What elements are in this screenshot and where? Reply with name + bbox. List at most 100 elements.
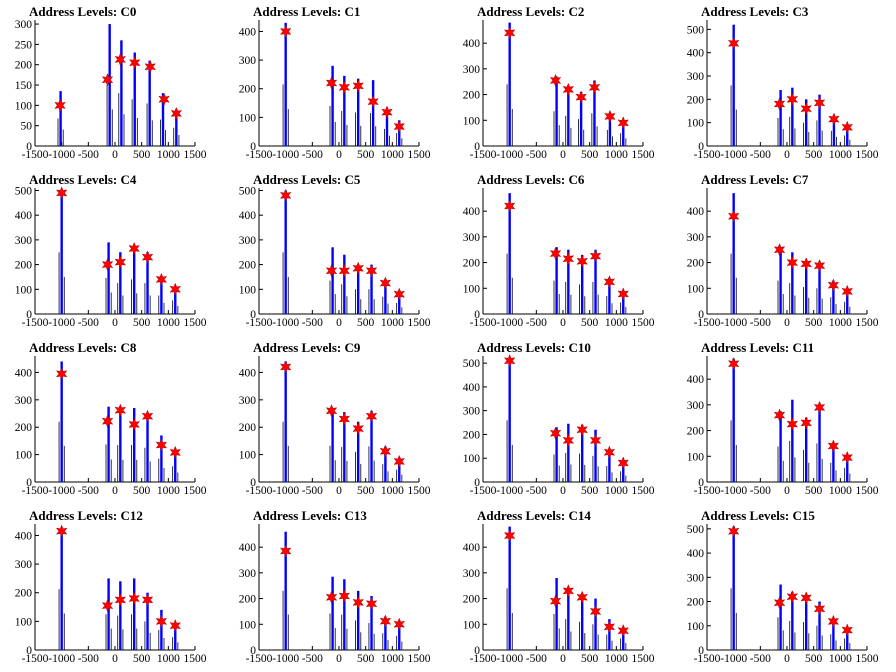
x-tick-label: -1000 <box>496 653 523 665</box>
chart-panel: Address Levels: C6 0 100 200 300 400 -1500 -100… <box>463 172 655 329</box>
peak-marker <box>773 408 786 422</box>
histogram-bar <box>133 244 136 314</box>
chart-title: Address Levels: C13 <box>253 508 367 523</box>
y-tick-label: 0 <box>26 645 32 657</box>
y-tick-label: 200 <box>239 594 257 606</box>
histogram-bar <box>818 262 821 314</box>
y-tick-label: 400 <box>463 206 481 218</box>
y-tick-label: 100 <box>239 450 257 462</box>
x-tick-label: -500 <box>750 653 771 665</box>
x-tick-label: -500 <box>78 653 99 665</box>
histogram-bar <box>370 596 373 650</box>
y-tick-label: 100 <box>15 284 33 296</box>
x-tick-label: 0 <box>112 653 118 665</box>
peak-marker <box>101 414 114 428</box>
y-tick-label: 300 <box>463 232 481 244</box>
peak-marker <box>727 36 740 51</box>
x-tick-label: 1500 <box>856 149 879 161</box>
histogram-bar <box>398 457 401 482</box>
peak-marker <box>155 614 168 629</box>
x-tick-label: 1500 <box>856 317 879 329</box>
x-tick-label: 0 <box>336 485 342 497</box>
chart-panel: Address Levels: C9 0 100 200 300 400 -1500 -100… <box>239 340 431 497</box>
histogram-bar <box>175 109 178 146</box>
histogram-bar <box>608 278 611 314</box>
y-tick-label: 50 <box>21 121 33 133</box>
peak-marker <box>379 444 392 459</box>
y-tick-label: 0 <box>698 645 704 657</box>
histogram-bar <box>357 590 360 650</box>
histogram-bar <box>284 361 287 482</box>
histogram-bar <box>779 411 782 482</box>
peak-marker <box>576 254 588 268</box>
x-tick-label: -1000 <box>48 149 75 161</box>
peak-marker <box>841 284 854 299</box>
histogram-bar <box>791 591 794 650</box>
y-tick-label: 400 <box>687 48 705 60</box>
x-tick-label: 500 <box>133 485 151 497</box>
peak-marker <box>562 82 575 97</box>
y-tick-label: 500 <box>15 185 33 197</box>
histogram-bar <box>60 528 63 650</box>
histogram-bar <box>567 588 570 650</box>
peak-marker <box>379 276 392 290</box>
peak-marker <box>813 96 826 110</box>
x-tick-label: -1000 <box>720 317 747 329</box>
x-tick-label: 0 <box>336 317 342 329</box>
y-tick-label: 100 <box>463 115 481 127</box>
histogram-bar <box>161 93 165 146</box>
histogram-bar <box>371 80 375 146</box>
y-tick-label: 400 <box>463 542 481 554</box>
y-tick-label: 200 <box>463 90 481 102</box>
peak-marker <box>588 80 601 95</box>
x-tick-label: -500 <box>302 149 323 161</box>
x-tick-label: 500 <box>805 485 823 497</box>
y-tick-label: 200 <box>687 426 705 438</box>
x-tick-label: 1000 <box>157 485 180 497</box>
y-tick-label: 300 <box>15 19 33 31</box>
chart-panel: Address Levels: C40100200300400500-1500-… <box>15 172 207 329</box>
y-tick-label: 200 <box>239 422 257 434</box>
y-tick-label: 300 <box>239 235 257 247</box>
peak-marker <box>155 272 168 287</box>
peak-marker <box>800 257 812 271</box>
histogram-bar <box>622 460 625 482</box>
histogram-bar <box>174 450 177 482</box>
histogram-bar <box>384 446 387 482</box>
histogram-bar <box>846 453 849 482</box>
x-tick-label: -1500 <box>694 653 721 665</box>
x-tick-label: 1500 <box>408 149 431 161</box>
histogram-bar <box>846 626 849 650</box>
chart-title: Address Levels: C8 <box>29 340 137 355</box>
histogram-bar <box>818 404 821 482</box>
x-tick-label: 500 <box>581 485 599 497</box>
histogram-bar <box>622 120 625 146</box>
histogram-bar <box>284 190 287 314</box>
y-tick-label: 100 <box>15 100 33 112</box>
histogram-bar <box>594 598 597 650</box>
histogram-bar <box>805 99 808 146</box>
histogram-bar <box>343 412 346 482</box>
x-tick-label: 500 <box>805 317 823 329</box>
peak-marker <box>786 590 799 604</box>
peak-marker <box>813 400 826 415</box>
peak-marker <box>604 109 616 124</box>
y-tick-label: 150 <box>15 80 33 92</box>
histogram-bar <box>107 242 110 314</box>
peak-marker <box>813 258 826 273</box>
peak-marker <box>55 186 68 200</box>
x-tick-label: -1000 <box>272 149 299 161</box>
histogram-bar <box>779 247 782 314</box>
x-tick-label: 500 <box>581 653 599 665</box>
peak-marker <box>141 409 154 423</box>
x-tick-label: -1000 <box>720 485 747 497</box>
peak-marker <box>549 246 562 261</box>
x-tick-label: 1000 <box>605 149 628 161</box>
y-tick-label: 400 <box>239 210 257 222</box>
x-tick-label: 1500 <box>408 653 431 665</box>
histogram-bar <box>133 52 136 146</box>
x-tick-label: 500 <box>357 317 375 329</box>
histogram-bar <box>555 76 558 146</box>
y-tick-label: 400 <box>15 530 33 542</box>
histogram-bar <box>508 193 511 314</box>
